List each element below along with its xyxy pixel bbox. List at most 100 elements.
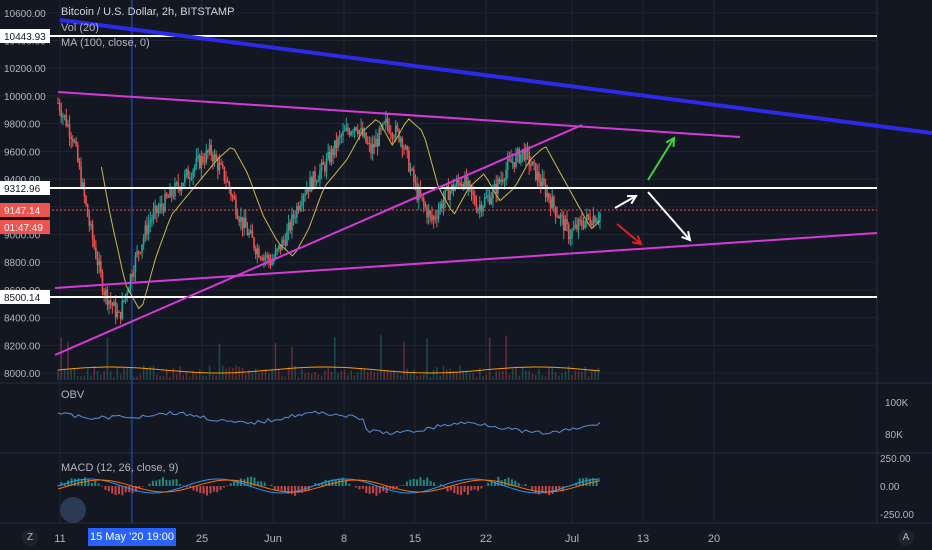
volume-bar (429, 376, 432, 380)
candle-body (167, 196, 170, 198)
obv-tick-label: 100K (885, 398, 909, 409)
candle-body (485, 196, 488, 198)
candle-body (271, 262, 273, 266)
candle-body (215, 154, 217, 160)
volume-bar (149, 365, 152, 380)
volume-bar (544, 376, 547, 380)
volume-bar (554, 372, 557, 380)
y-tick-label: 10600.00 (4, 9, 46, 20)
macd-hist-bar (104, 486, 107, 490)
candle-body (274, 250, 277, 259)
vol-label[interactable]: Vol (20) (61, 22, 99, 34)
candle-body (478, 204, 481, 210)
volume-bar (83, 375, 86, 380)
candle-body (460, 183, 463, 186)
candle-body (543, 178, 545, 185)
y-tick-label: 9400.00 (4, 175, 41, 186)
candle-body (513, 161, 516, 167)
candle-body (60, 110, 63, 118)
candle-body (391, 133, 394, 138)
candle-body (136, 251, 138, 256)
candle-body (62, 115, 64, 118)
candle-body (396, 125, 399, 130)
candle-body (413, 169, 415, 183)
volume-bar (587, 376, 590, 380)
y-tick-label: 8200.00 (4, 341, 41, 352)
candle-body (104, 289, 107, 296)
macd-hist-bar (192, 486, 195, 491)
volume-bar (478, 367, 481, 380)
candle-body (238, 218, 241, 223)
candle-body (118, 311, 120, 313)
candle-body (355, 127, 357, 130)
candle-body (90, 224, 92, 226)
volume-bar (202, 375, 204, 380)
macd-tick-label: -250.00 (880, 510, 914, 521)
candle-body (473, 195, 476, 204)
candle-body (200, 156, 203, 169)
macd-line (57, 478, 601, 494)
macd-hist-bar (554, 486, 557, 492)
macd-hist-bar (263, 482, 266, 486)
candle-body (561, 215, 563, 217)
volume-bar (113, 376, 115, 380)
volume-bar (228, 367, 231, 380)
volume-bar (455, 371, 458, 380)
obv-line (57, 410, 601, 436)
macd-hist-bar (395, 486, 398, 488)
candle-body (119, 311, 122, 320)
candle-body (213, 154, 216, 162)
volume-bar (581, 371, 583, 380)
ascending-trendline (54, 124, 583, 356)
volume-bar (225, 368, 227, 380)
candle-body (314, 171, 316, 183)
volume-bar (333, 337, 336, 380)
support-trendline (54, 232, 878, 289)
candle-body (67, 124, 69, 126)
obv-label[interactable]: OBV (61, 389, 85, 401)
candle-body (108, 300, 110, 305)
volume-bar (103, 371, 105, 380)
candle-body (75, 141, 77, 145)
candle-body (333, 140, 336, 155)
ma-label[interactable]: MA (100, close, 0) (61, 37, 150, 49)
candle-body (358, 130, 361, 135)
volume-bar (185, 372, 188, 380)
macd-hist-bar (382, 486, 385, 492)
zoom-button[interactable]: Z (22, 530, 38, 546)
macd-hist-bar (87, 478, 90, 486)
macd-hist-bar (422, 479, 425, 486)
candle-body (248, 232, 250, 236)
volume-bar (182, 375, 185, 380)
candle-body (235, 199, 237, 215)
candle-body (370, 143, 372, 154)
candle-body (172, 195, 175, 197)
candle-body (264, 256, 267, 258)
candle-body (579, 219, 582, 221)
candle-body (284, 240, 287, 246)
macd-hist-bar (206, 486, 209, 496)
x-tick-label: 11 (54, 533, 65, 545)
candle-body (437, 210, 440, 219)
candle-body (261, 258, 264, 261)
candle-body (531, 161, 534, 166)
macd-hist-bar (433, 482, 436, 486)
macd-hist-bar (470, 486, 473, 491)
candle-body (530, 165, 532, 167)
macd-hist-bar (399, 485, 402, 486)
price-tag-last: 9147.14 (4, 206, 41, 217)
auto-scale-button[interactable]: A (898, 530, 914, 546)
volume-bar (152, 365, 155, 380)
macd-label[interactable]: MACD (12, 26, close, 9) (61, 462, 179, 474)
candle-body (538, 171, 540, 182)
volume-bar (558, 375, 560, 380)
volume-bar (212, 374, 214, 380)
candle-body (548, 193, 550, 200)
candle-body (317, 180, 320, 182)
volume-bar (291, 346, 293, 380)
volume-bar (248, 370, 250, 380)
candle-body (76, 144, 79, 162)
macd-hist-bar (162, 477, 165, 486)
